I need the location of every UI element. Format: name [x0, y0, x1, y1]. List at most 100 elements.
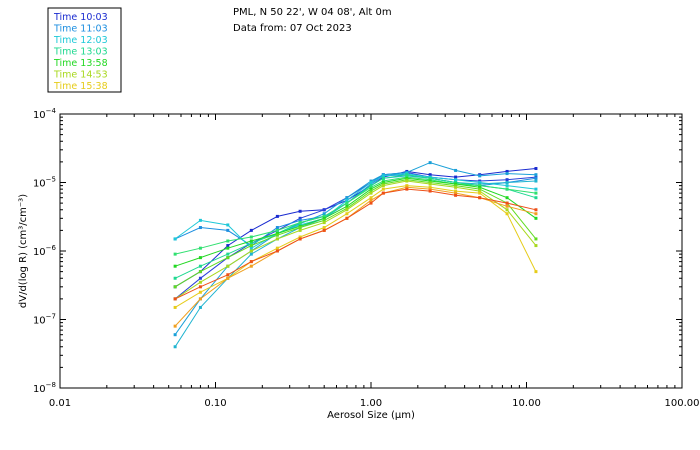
data-point	[298, 218, 302, 222]
data-point	[173, 305, 177, 309]
data-point	[322, 216, 326, 220]
data-point	[298, 228, 302, 232]
data-point	[454, 184, 458, 188]
data-point	[505, 172, 509, 176]
data-point	[454, 175, 458, 179]
data-point	[173, 252, 177, 256]
data-point	[534, 167, 538, 171]
data-point	[405, 187, 409, 191]
data-point	[275, 249, 279, 253]
chart-title: PML, N 50 22', W 04 08', Alt 0m	[233, 7, 392, 18]
data-point	[275, 233, 279, 237]
data-point	[505, 204, 509, 208]
data-point	[198, 218, 202, 222]
data-point	[381, 176, 385, 180]
x-tick-label: 1.00	[360, 398, 382, 409]
data-point	[226, 239, 230, 243]
data-point	[505, 201, 509, 205]
data-point	[534, 216, 538, 220]
data-point	[369, 198, 373, 202]
x-tick-label: 0.01	[49, 398, 71, 409]
data-point	[275, 228, 279, 232]
series-time-13-03	[173, 173, 538, 280]
series-line	[174, 186, 537, 327]
legend-item: Time 13:58	[53, 58, 108, 69]
data-point	[478, 187, 482, 191]
data-point	[505, 196, 509, 200]
chart-date: Data from: 07 Oct 2023	[233, 23, 352, 34]
data-point	[478, 174, 482, 178]
data-point	[534, 187, 538, 191]
data-point	[428, 187, 432, 191]
data-point	[405, 184, 409, 188]
data-point	[454, 189, 458, 193]
data-point	[298, 216, 302, 220]
legend-box	[47, 7, 122, 93]
data-point	[249, 252, 253, 256]
data-point	[454, 182, 458, 186]
data-point	[173, 276, 177, 280]
data-point	[505, 178, 509, 182]
data-point	[454, 191, 458, 195]
data-point	[534, 237, 538, 241]
data-point	[345, 216, 349, 220]
y-axis-label: dV/d(log R) (cm³/cm⁻³)	[18, 194, 29, 308]
data-point	[534, 208, 538, 212]
data-point	[226, 228, 230, 232]
data-point	[534, 212, 538, 216]
data-point	[173, 297, 177, 301]
series-line	[174, 177, 537, 267]
data-point	[534, 173, 538, 177]
data-point	[322, 208, 326, 212]
data-point	[534, 179, 538, 183]
data-point	[322, 218, 326, 222]
data-point	[298, 226, 302, 230]
x-axis-label: Aerosol Size (µm)	[327, 410, 415, 421]
data-point	[381, 174, 385, 178]
legend-item: Time 13:03	[53, 47, 108, 58]
data-point	[505, 187, 509, 191]
data-point	[249, 228, 253, 232]
data-point	[505, 181, 509, 184]
legend-item: Time 15:38	[53, 81, 108, 92]
data-point	[478, 184, 482, 188]
y-tick-label: 10−6	[33, 244, 57, 258]
data-point	[381, 184, 385, 188]
data-point	[249, 244, 253, 248]
data-point	[226, 223, 230, 227]
data-point	[298, 235, 302, 239]
data-point	[405, 173, 409, 177]
data-point	[345, 201, 349, 205]
data-point	[369, 184, 373, 188]
plot-frame	[59, 113, 683, 389]
data-point	[322, 212, 326, 216]
data-point	[322, 221, 326, 225]
series-line	[174, 173, 536, 249]
data-point	[534, 270, 538, 274]
y-tick-label: 10−4	[33, 107, 57, 121]
data-point	[322, 228, 326, 232]
data-point	[381, 187, 385, 191]
x-tick-label: 10.00	[512, 398, 541, 409]
x-tick-label: 100.00	[665, 398, 700, 409]
data-point	[478, 182, 482, 186]
data-point	[226, 246, 230, 250]
data-point	[369, 182, 373, 186]
data-point	[249, 260, 253, 264]
data-point	[428, 189, 432, 193]
data-point	[198, 226, 202, 230]
data-point	[428, 185, 432, 189]
series-time-15-38-b	[173, 185, 538, 328]
series-time-15-38-c	[173, 187, 538, 301]
data-point	[369, 201, 373, 205]
data-point	[345, 212, 349, 216]
data-point	[381, 182, 385, 186]
data-point	[405, 179, 409, 183]
data-point	[428, 181, 432, 184]
series-line	[174, 180, 537, 300]
data-point	[322, 226, 326, 230]
data-point	[249, 264, 253, 268]
data-point	[198, 290, 202, 294]
